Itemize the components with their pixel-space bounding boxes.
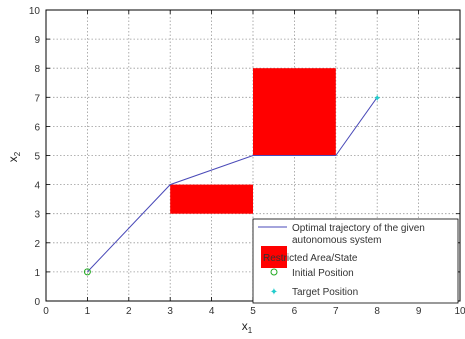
- legend-target-label: Target Position: [292, 287, 358, 298]
- legend-line-label-1: Optimal trajectory of the given: [292, 223, 425, 234]
- x-tick-label: 3: [167, 306, 173, 317]
- legend-rect-label: Restricted Area/State: [263, 253, 358, 264]
- y-axis-label: x2: [6, 151, 22, 162]
- legend: Optimal trajectory of the given autonomo…: [252, 218, 459, 304]
- restricted-area: [253, 68, 336, 156]
- y-tick-label: 5: [34, 152, 40, 163]
- restricted-area: [170, 184, 253, 214]
- legend-initial-label: Initial Position: [292, 268, 354, 279]
- y-tick-label: 6: [34, 122, 40, 133]
- legend-target-marker: ✦: [270, 287, 278, 298]
- y-tick-label: 8: [34, 64, 40, 75]
- y-tick-label: 0: [34, 297, 40, 308]
- y-tick-label: 10: [29, 6, 41, 17]
- y-tick-label: 4: [34, 181, 40, 192]
- axis-ticks: 0 1 2 3 4 5 6 7 8 9 10 0 1 2 3 4 5 6 7 8 9 10: [29, 6, 465, 317]
- x-tick-label: 10: [454, 306, 465, 317]
- legend-box: [252, 218, 459, 304]
- y-tick-label: 2: [34, 239, 40, 250]
- x-tick-label: 9: [416, 306, 422, 317]
- x-tick-label: 0: [43, 306, 49, 317]
- restricted-areas: [170, 68, 336, 214]
- x-tick-label: 5: [250, 306, 256, 317]
- x-tick-label: 2: [126, 306, 132, 317]
- x-tick-label: 6: [292, 306, 298, 317]
- position-markers: ✦: [83, 93, 381, 276]
- y-tick-label: 9: [34, 35, 40, 46]
- x-axis-label: x1: [242, 319, 253, 335]
- legend-line-label-2: autonomous system: [292, 235, 382, 246]
- x-tick-label: 8: [374, 306, 380, 317]
- trajectory: [87, 97, 378, 273]
- x-tick-label: 4: [209, 306, 215, 317]
- target-position-marker: ✦: [373, 93, 381, 104]
- y-tick-label: 1: [34, 268, 40, 279]
- initial-position-marker: [83, 268, 91, 276]
- x-tick-label: 7: [333, 306, 339, 317]
- y-tick-label: 3: [34, 210, 40, 221]
- trajectory-line: [87, 97, 378, 273]
- legend-initial-marker: [270, 268, 278, 276]
- x-tick-label: 1: [85, 306, 91, 317]
- legend-rect-swatch: [261, 246, 287, 268]
- y-tick-label: 7: [34, 93, 40, 104]
